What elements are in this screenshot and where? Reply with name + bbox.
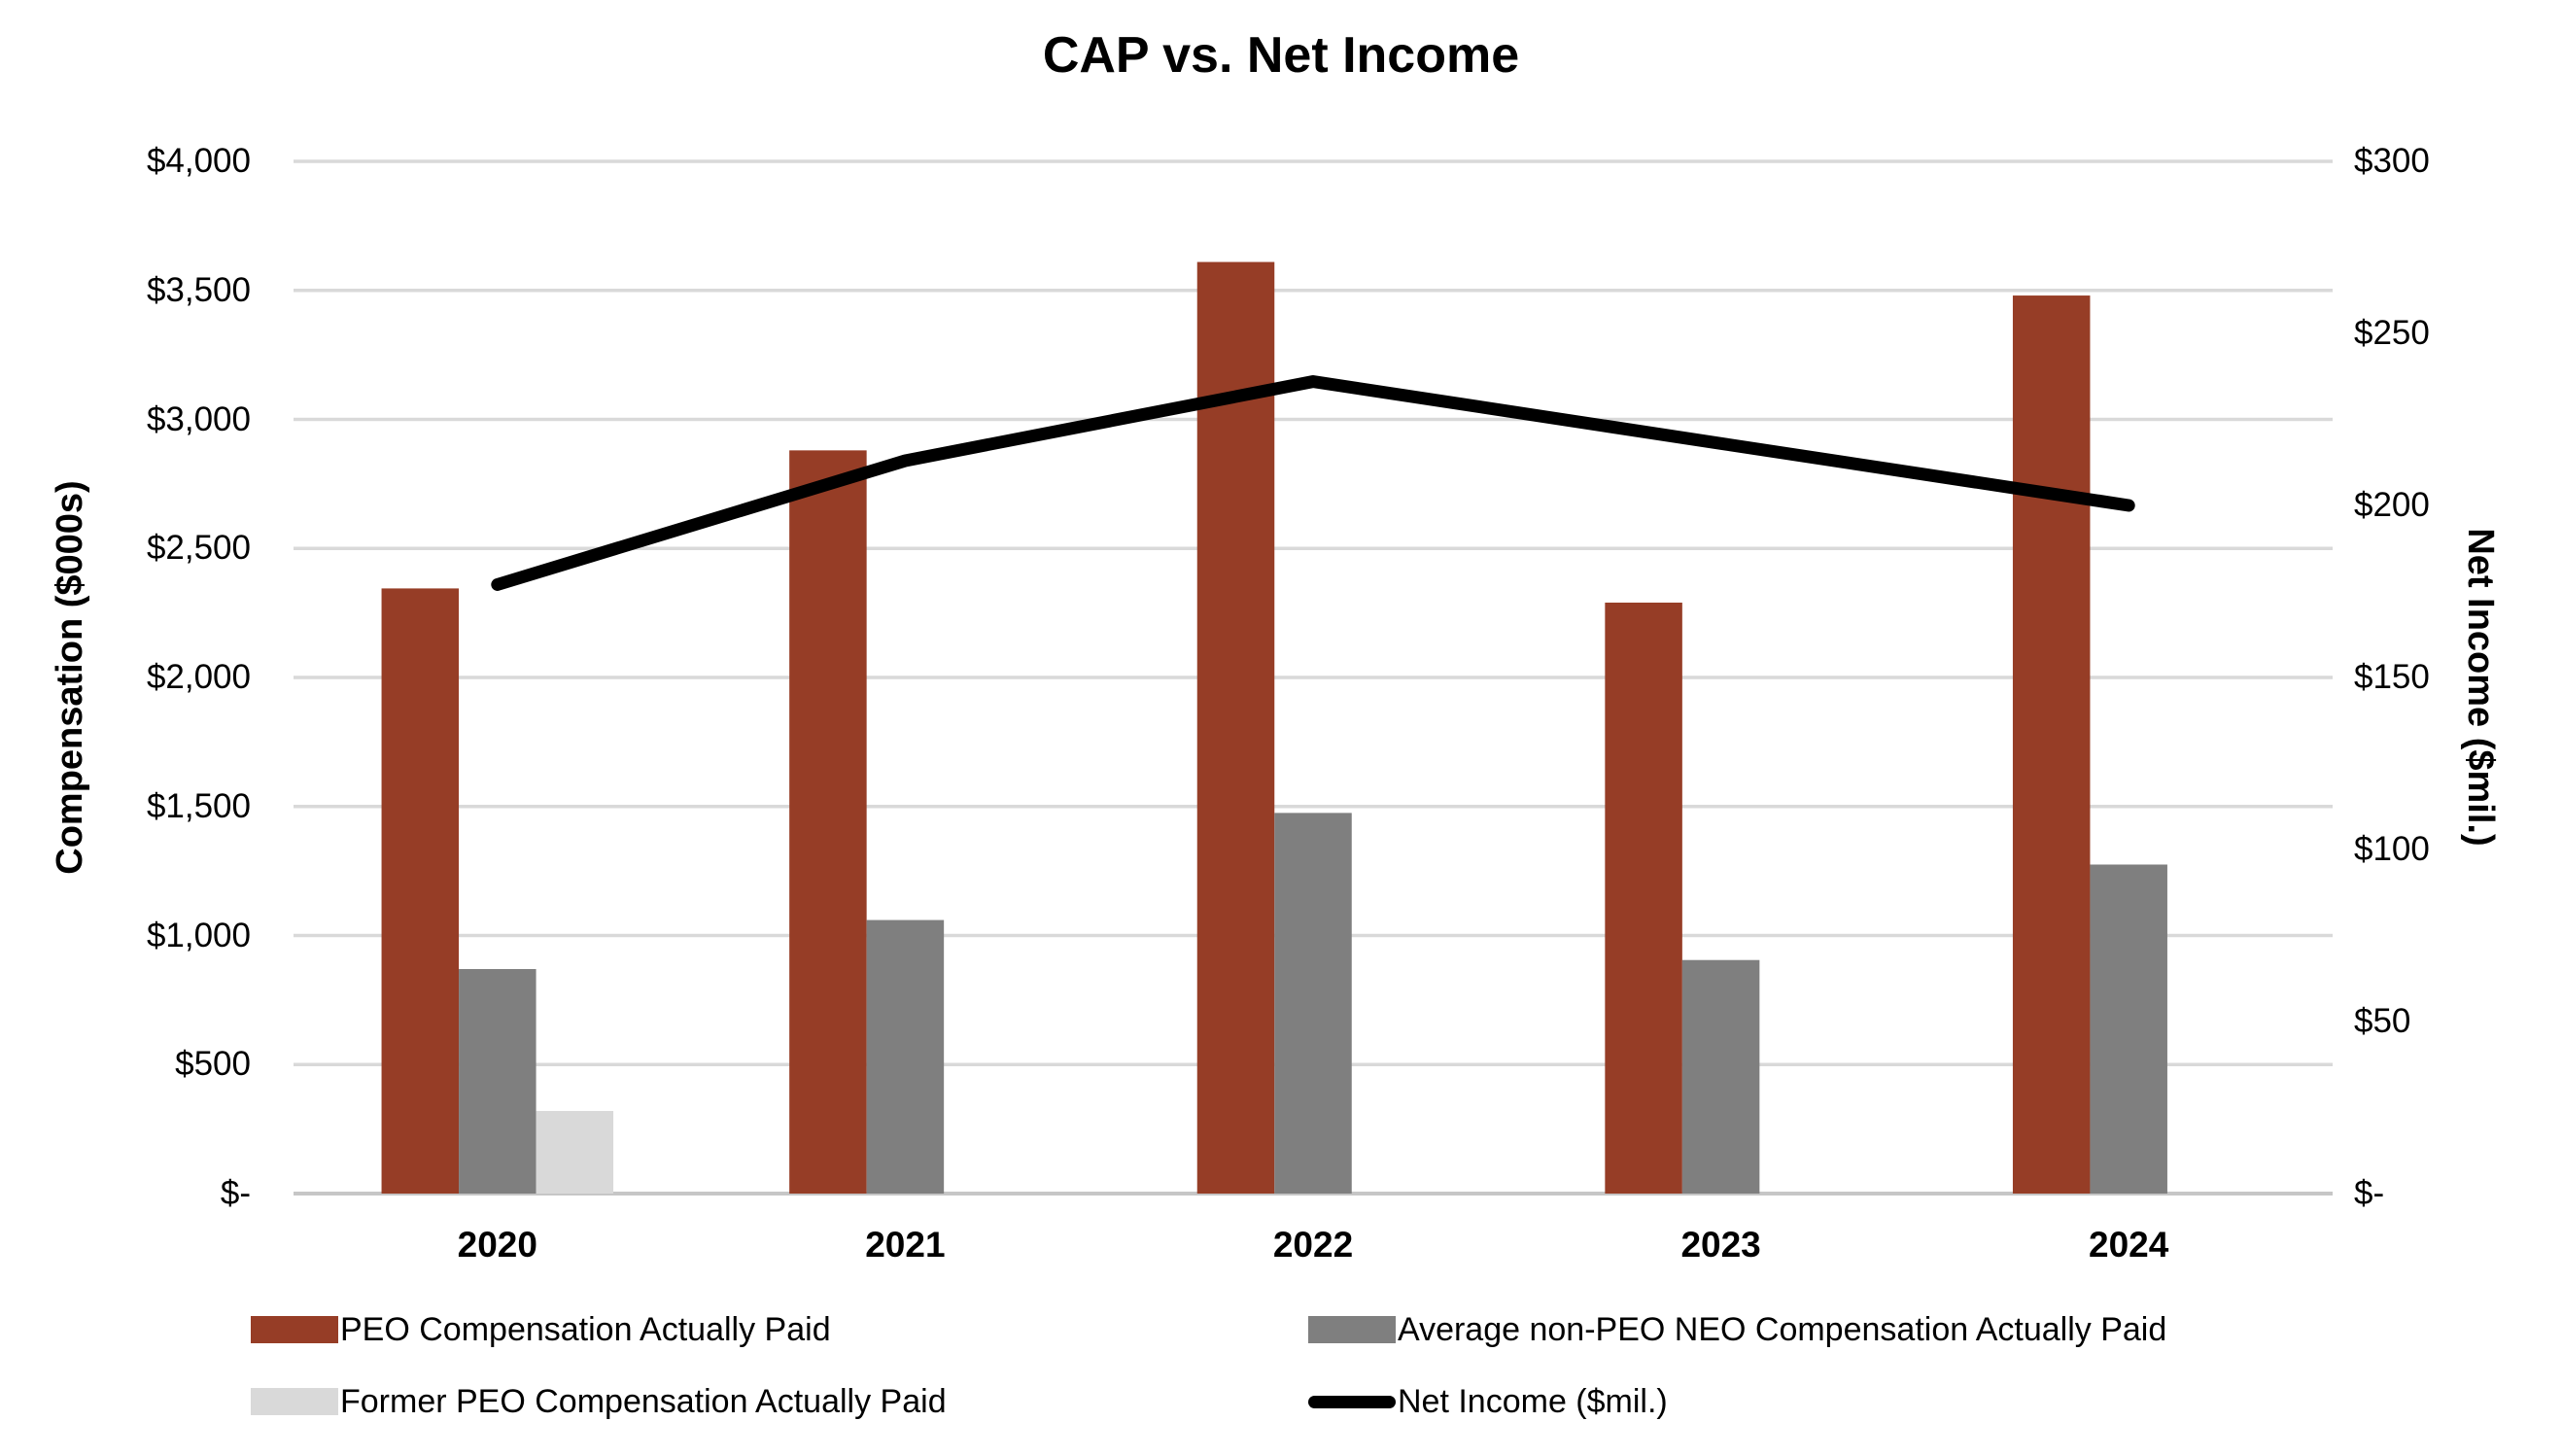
right-axis-tick-label: $200	[2354, 486, 2430, 524]
left-axis-tick-label: $1,000	[146, 916, 251, 954]
right-axis-tick-label: $50	[2354, 1002, 2411, 1040]
chart-title: CAP vs. Net Income	[1042, 27, 1520, 84]
x-axis-label-2024: 2024	[2089, 1225, 2169, 1265]
left-axis-tick-label: $3,500	[146, 270, 251, 309]
right-axis-tick-label: $-	[2354, 1174, 2385, 1212]
bar	[1196, 261, 1275, 1194]
bar	[2090, 864, 2167, 1194]
bar	[459, 969, 537, 1194]
x-axis-label-2023: 2023	[1680, 1225, 1761, 1265]
x-axis-label-2022: 2022	[1272, 1225, 1354, 1265]
left-axis-tick-label: $2,000	[146, 658, 251, 696]
legend-label: Net Income ($mil.)	[1398, 1383, 1668, 1420]
legend-swatch-former-peo-cap	[251, 1388, 338, 1415]
legend-label: PEO Compensation Actually Paid	[340, 1311, 831, 1348]
bar	[1605, 603, 1682, 1194]
bar	[1681, 959, 1760, 1194]
legend-swatch-nonpeo-cap	[1308, 1316, 1396, 1343]
bar	[2012, 295, 2091, 1194]
legend-swatch-peo-cap	[251, 1316, 338, 1343]
bar	[536, 1111, 614, 1194]
left-axis-tick-label: $4,000	[146, 142, 251, 180]
left-axis-tick-label: $-	[220, 1174, 251, 1212]
left-axis-tick-label: $3,000	[146, 399, 251, 438]
legend-item-former-peo-cap: Former PEO Compensation Actually Paid	[251, 1379, 947, 1424]
bar-series-2	[536, 1111, 614, 1194]
legend-swatch-net-income-line	[1308, 1395, 1396, 1408]
bar-series-1	[459, 813, 2167, 1194]
left-axis-tick-label: $1,500	[146, 786, 251, 825]
net-income-line	[491, 375, 2135, 591]
x-axis-label-2021: 2021	[865, 1225, 946, 1265]
bar	[866, 919, 945, 1194]
right-axis-tick-label: $100	[2354, 830, 2430, 868]
right-axis-tick-label: $300	[2354, 142, 2430, 180]
legend-item-peo-cap: PEO Compensation Actually Paid	[251, 1307, 831, 1352]
legend-item-net-income: Net Income ($mil.)	[1308, 1379, 1668, 1424]
bar	[789, 450, 867, 1194]
left-axis-tick-label: $2,500	[146, 529, 251, 568]
bar-series-0	[381, 261, 2091, 1194]
x-axis-label-2020: 2020	[457, 1225, 537, 1265]
legend-label: Average non-PEO NEO Compensation Actuall…	[1398, 1311, 2167, 1348]
left-axis-tick-label: $500	[175, 1045, 251, 1084]
legend-item-nonpeo-cap: Average non-PEO NEO Compensation Actuall…	[1308, 1307, 2166, 1352]
bar	[1274, 813, 1352, 1194]
legend-label: Former PEO Compensation Actually Paid	[340, 1383, 947, 1420]
right-axis-tick-label: $250	[2354, 314, 2430, 352]
right-axis-tick-label: $150	[2354, 658, 2430, 696]
bar	[381, 588, 460, 1194]
